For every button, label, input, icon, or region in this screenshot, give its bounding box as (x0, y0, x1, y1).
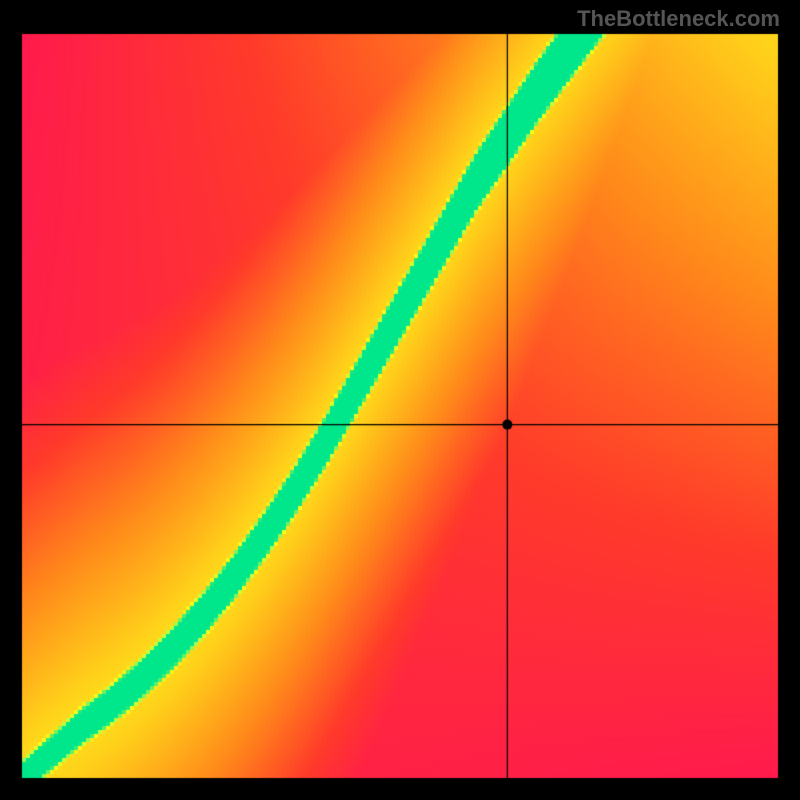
chart-container: TheBottleneck.com (0, 0, 800, 800)
watermark-text: TheBottleneck.com (577, 6, 780, 32)
heatmap-canvas (0, 0, 800, 800)
